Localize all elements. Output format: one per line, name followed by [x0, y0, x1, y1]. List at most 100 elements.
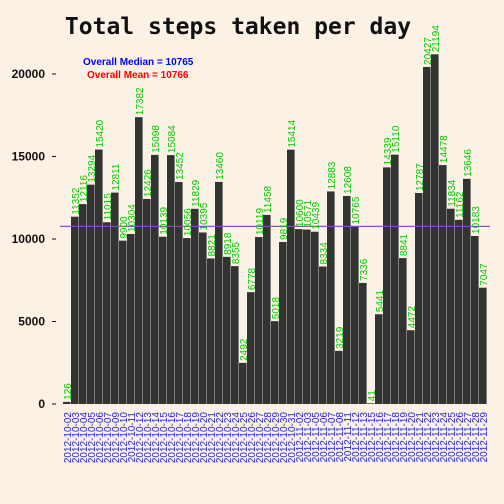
x-tick-label: 2012-11-18 — [391, 412, 402, 463]
bar-value-label: 11162 — [455, 191, 466, 218]
x-tick-label: 2012-11-19 — [399, 412, 410, 463]
bar — [143, 198, 151, 404]
bar — [151, 154, 159, 404]
bar-value-label: 11458 — [263, 185, 274, 213]
x-tick-label: 2012-11-23 — [431, 412, 442, 463]
x-tick-label: 2012-11-20 — [407, 412, 418, 463]
bar — [71, 216, 79, 404]
x-tick-label: 2012-10-19 — [191, 412, 202, 464]
bar-value-label: 12883 — [327, 161, 338, 189]
bar — [479, 287, 487, 404]
bar-value-label: 10571 — [303, 199, 314, 227]
x-tick-label: 2012-11-25 — [447, 412, 458, 463]
x-tick-label: 2012-10-10 — [119, 412, 130, 464]
bar — [175, 182, 183, 404]
x-tick-label: 2012-10-18 — [183, 412, 194, 464]
bar-value-label: 12787 — [415, 163, 426, 191]
bar — [79, 204, 87, 404]
x-tick-label: 2012-10-11 — [127, 412, 138, 463]
bar-value-label: 13294 — [87, 154, 98, 182]
bar-value-label: 10139 — [159, 206, 170, 234]
bar — [415, 193, 423, 404]
x-tick-label: 2012-10-21 — [207, 412, 218, 464]
x-tick-label: 2012-10-09 — [111, 412, 122, 464]
x-tick-label: 2012-11-15 — [367, 412, 378, 463]
bar — [431, 54, 439, 404]
x-tick-label: 2012-11-27 — [463, 412, 474, 463]
bar — [191, 208, 199, 404]
bar-value-label: 4472 — [407, 306, 418, 329]
bar-value-label: 126 — [63, 383, 74, 400]
bar — [199, 232, 207, 404]
bar-value-label: 5018 — [271, 297, 282, 320]
bar-value-label: 10439 — [311, 202, 322, 230]
bar-value-label: 7336 — [359, 258, 370, 281]
bar-value-label: 10119 — [255, 208, 266, 236]
bar — [399, 258, 407, 404]
x-tick-label: 2012-10-13 — [143, 412, 154, 464]
bar — [215, 181, 223, 404]
y-tick-label: 10000 — [12, 232, 46, 246]
bar-value-label: 13452 — [175, 152, 186, 180]
bar — [359, 282, 367, 404]
x-tick-label: 2012-11-22 — [423, 412, 434, 463]
bar-value-label: 8821 — [207, 234, 218, 257]
bar-value-label: 20427 — [423, 37, 434, 65]
bar — [183, 238, 191, 404]
bar-value-label: 12116 — [79, 175, 90, 203]
bars — [63, 54, 487, 405]
bar — [87, 184, 95, 404]
bar — [167, 155, 175, 404]
x-tick-label: 2012-10-24 — [231, 412, 242, 464]
x-axis: 2012-10-022012-10-032012-10-042012-10-05… — [63, 412, 490, 464]
x-tick-label: 2012-11-12 — [351, 412, 362, 463]
data-labels: 1261135212116132941542011015128119900103… — [63, 25, 490, 402]
bar — [295, 229, 303, 404]
bar — [447, 208, 455, 404]
bar — [127, 233, 135, 404]
bar-value-label: 15084 — [167, 125, 178, 153]
y-tick-label: 0 — [38, 397, 45, 411]
bar — [319, 266, 327, 404]
bar — [327, 191, 335, 404]
bar-value-label: 15420 — [95, 119, 106, 147]
bar — [343, 195, 351, 404]
bar — [287, 149, 295, 404]
legend-median: Overall Median = 10765 — [83, 57, 194, 68]
legend: Overall Median = 10765 Overall Mean = 10… — [83, 57, 194, 81]
bar-value-label: 15110 — [391, 125, 402, 153]
bar-value-label: 10765 — [351, 196, 362, 224]
bar — [471, 235, 479, 404]
bar-value-label: 15098 — [151, 125, 162, 153]
x-tick-label: 2012-11-08 — [335, 412, 346, 463]
x-tick-label: 2012-10-26 — [247, 412, 258, 464]
x-tick-label: 2012-10-15 — [159, 412, 170, 464]
bar-value-label: 8334 — [319, 242, 330, 265]
x-tick-label: 2012-10-02 — [63, 412, 74, 464]
bar — [207, 258, 215, 404]
bar — [407, 330, 415, 404]
bar-value-label: 12608 — [343, 166, 354, 194]
bar-value-label: 8918 — [223, 232, 234, 255]
x-tick-label: 2012-11-26 — [455, 412, 466, 463]
x-tick-label: 2012-11-07 — [327, 412, 338, 463]
x-tick-label: 2012-11-16 — [375, 412, 386, 463]
x-tick-label: 2012-10-30 — [279, 412, 290, 464]
bar-value-label: 14478 — [439, 135, 450, 163]
x-tick-label: 2012-10-23 — [223, 412, 234, 464]
bar — [391, 154, 399, 404]
x-tick-label: 2012-10-03 — [71, 412, 82, 464]
x-tick-label: 2012-10-12 — [135, 412, 146, 464]
bar — [439, 165, 447, 404]
x-tick-label: 2012-10-29 — [271, 412, 282, 464]
x-tick-label: 2012-11-11 — [343, 412, 354, 462]
y-axis: 0 5000 10000 15000 20000 — [12, 67, 56, 411]
bar — [95, 149, 103, 404]
bar — [239, 362, 247, 404]
bar — [103, 222, 111, 404]
x-tick-label: 2012-10-14 — [151, 412, 162, 464]
bar — [231, 266, 239, 404]
bar-value-label: 12811 — [111, 163, 122, 191]
bar — [119, 240, 127, 404]
